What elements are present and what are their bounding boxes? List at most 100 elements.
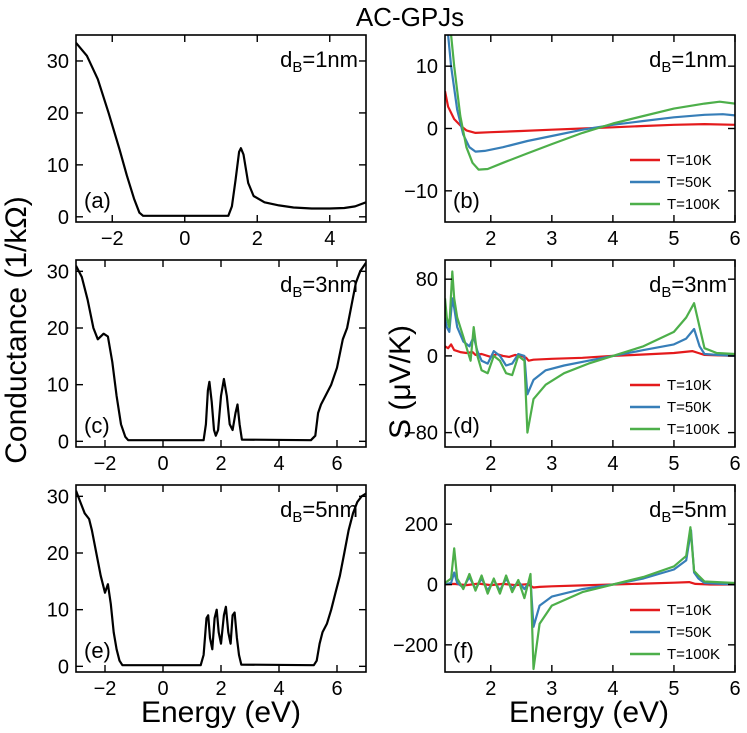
x-tick-label: 3: [546, 678, 557, 700]
barrier-width-label: dB=1nm: [280, 47, 358, 76]
y-tick-label: 10: [47, 155, 69, 177]
y-tick-label: 80: [416, 269, 438, 291]
y-tick-label: 20: [47, 103, 69, 125]
y-tick-label: 20: [47, 543, 69, 565]
x-tick-label: 3: [546, 228, 557, 250]
panel-e: −2 0 2 4 6 0 10 20 30 (e) dB=5nm: [47, 484, 367, 700]
panel-tag: (f): [453, 638, 474, 663]
label-sub: B: [292, 284, 302, 301]
label-tail: =3nm: [302, 272, 358, 297]
panel-tag: (d): [453, 413, 480, 438]
y-tick-label: 200: [405, 514, 438, 536]
x-tick-label: 4: [273, 453, 284, 475]
legend-entry: T=50K: [667, 624, 712, 641]
legend-entry: T=10K: [667, 377, 712, 394]
x-tick-label: 4: [607, 678, 618, 700]
x-tick-label: 5: [668, 453, 679, 475]
series-line-t100k-b: [450, 35, 735, 171]
label-main: d: [649, 497, 661, 522]
x-axis-label-left: Energy (eV): [141, 696, 301, 729]
x-tick-label: 0: [157, 453, 168, 475]
x-tick-label: 6: [729, 228, 740, 250]
panel-b: 2 3 4 5 6 −10 0 10 (b) dB=1nm T=10K T=50K T=100K: [404, 34, 741, 250]
x-tick-label: 2: [252, 228, 263, 250]
x-tick-label: 4: [607, 453, 618, 475]
legend-entry: T=100K: [667, 196, 720, 213]
series-group: [76, 42, 366, 217]
x-tick-label: −2: [94, 678, 117, 700]
label-main: d: [280, 47, 292, 72]
y-tick-label: 20: [47, 318, 69, 340]
legend-entry: T=10K: [667, 602, 712, 619]
series-group: [76, 262, 366, 442]
series-group: [445, 526, 735, 671]
label-tail: =3nm: [671, 272, 727, 297]
panel-tag: (a): [84, 188, 111, 213]
legend-entry: T=50K: [667, 174, 712, 191]
barrier-width-label: dB=1nm: [649, 47, 727, 76]
series-group: [445, 270, 735, 434]
y-tick-label: −200: [393, 635, 438, 657]
y-axis-label-conductance: Conductance (1/kΩ): [0, 196, 33, 464]
series-line-t10k-f: [445, 581, 735, 589]
label-main: d: [280, 272, 292, 297]
panel-tag: (c): [84, 413, 110, 438]
series-group: [76, 490, 366, 667]
series-line-t50k-d: [445, 297, 735, 396]
x-tick-label: 6: [729, 678, 740, 700]
barrier-width-label: dB=5nm: [649, 497, 727, 526]
plot-frame: [444, 484, 736, 673]
label-tail: =5nm: [671, 497, 727, 522]
x-tick-label: 2: [485, 228, 496, 250]
y-tick-label: 0: [427, 575, 438, 597]
panel-a: −2 0 2 4 0 10 20 30 (a) dB=1nm: [47, 34, 367, 250]
label-sub: B: [292, 59, 302, 76]
x-tick-label: 2: [215, 678, 226, 700]
y-tick-label: 10: [47, 375, 69, 397]
x-tick-label: 6: [331, 453, 342, 475]
x-tick-label: 4: [273, 678, 284, 700]
x-tick-label: 5: [668, 228, 679, 250]
series-line-t100k-f: [445, 526, 735, 671]
label-tail: =1nm: [671, 47, 727, 72]
barrier-width-label: dB=5nm: [280, 497, 358, 526]
y-tick-label: 10: [416, 56, 438, 78]
x-tick-label: 2: [485, 453, 496, 475]
x-tick-label: 4: [324, 228, 335, 250]
y-axis-label-seebeck: S (μV/K): [384, 325, 417, 439]
plot-frame: [75, 34, 367, 223]
series-line-conductance-c: [76, 262, 366, 442]
label-main: d: [649, 47, 661, 72]
label-tail: =1nm: [302, 47, 358, 72]
x-tick-label: 3: [546, 453, 557, 475]
y-tick-label: 0: [58, 207, 69, 229]
y-tick-label: −10: [404, 181, 438, 203]
x-tick-label: 0: [179, 228, 190, 250]
series-group: [445, 35, 735, 171]
x-tick-label: 0: [157, 678, 168, 700]
y-tick-label: 0: [58, 656, 69, 678]
barrier-width-label: dB=3nm: [649, 272, 727, 301]
plot-frame: [444, 259, 736, 448]
x-tick-label: 4: [607, 228, 618, 250]
label-sub: B: [661, 284, 671, 301]
series-line-t10k-d: [445, 343, 735, 362]
panel-tag: (b): [453, 188, 480, 213]
x-tick-label: 6: [729, 453, 740, 475]
x-tick-label: −2: [101, 228, 124, 250]
y-tick-label: 0: [427, 119, 438, 141]
figure-title: AC-GPJs: [356, 2, 464, 32]
y-tick-label: 30: [47, 486, 69, 508]
label-sub: B: [661, 509, 671, 526]
series-line-conductance-a: [76, 42, 366, 217]
label-sub: B: [292, 509, 302, 526]
y-tick-label: 0: [427, 346, 438, 368]
series-line-t100k-d: [445, 270, 735, 434]
y-tick-label: 0: [58, 431, 69, 453]
series-line-t10k-b: [445, 90, 735, 134]
label-sub: B: [661, 59, 671, 76]
y-tick-label: 10: [47, 600, 69, 622]
x-tick-label: 2: [215, 453, 226, 475]
